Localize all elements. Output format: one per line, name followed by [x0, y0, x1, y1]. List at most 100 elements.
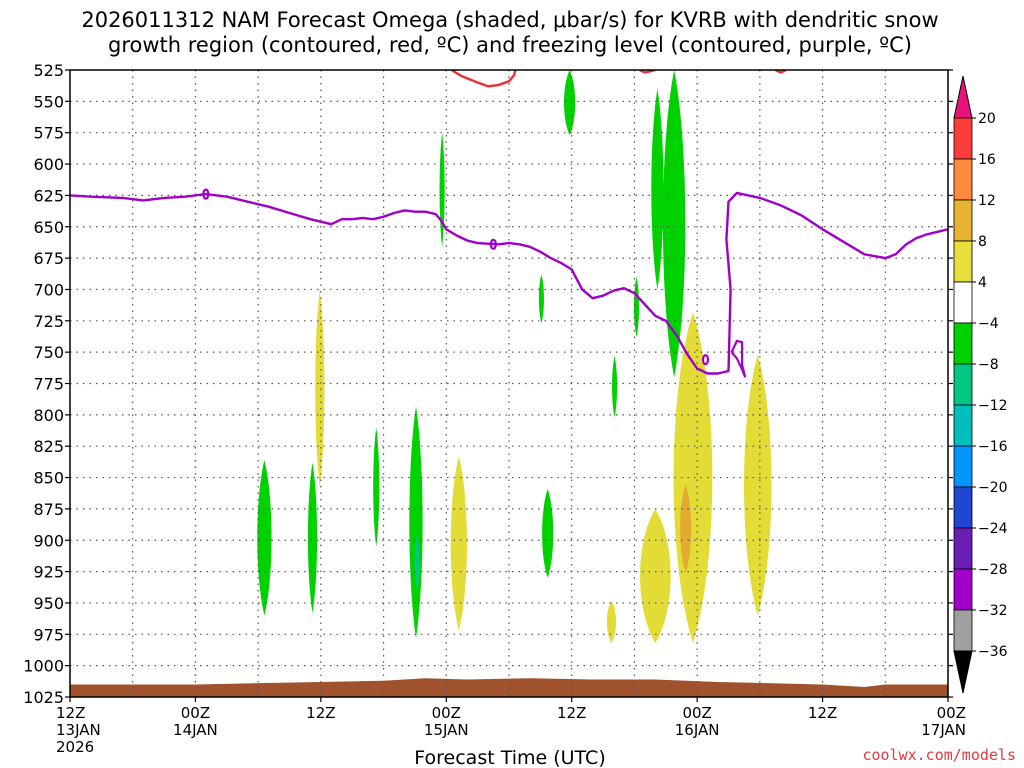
colorbar-label-2: 12: [978, 193, 996, 209]
omega-region-18: [680, 483, 692, 573]
colorbar-label-10: −24: [978, 521, 1008, 537]
omega-region-3: [409, 406, 423, 639]
omega-region-11: [651, 88, 664, 290]
freezing-level-loop-2: [701, 354, 710, 366]
omega-region-5: [439, 132, 445, 247]
colorbar-segment-0: [953, 117, 973, 160]
colorbar-segment-9: [953, 486, 973, 529]
colorbar-label-11: −28: [978, 562, 1008, 578]
y-tick-label-4: 625: [33, 186, 64, 205]
colorbar-label-3: 8: [978, 234, 987, 250]
y-tick-label-8: 725: [33, 312, 64, 331]
x-tick-year-0: 2026: [56, 738, 94, 756]
omega-region-19: [744, 354, 772, 616]
chart-title-line2: growth region (contoured, red, ºC) and f…: [108, 33, 912, 57]
y-tick-label-1: 550: [33, 92, 64, 111]
x-tick-label-4: 12Z: [557, 704, 586, 722]
x-tick-date-5: 16JAN: [675, 721, 720, 739]
x-tick-date-1: 14JAN: [173, 721, 218, 739]
colorbar-label-6: −8: [978, 357, 999, 373]
colorbar-segment-7: [953, 404, 973, 447]
freezing-level-loop-3: [730, 339, 747, 378]
colorbar-label-7: −12: [978, 398, 1008, 414]
colorbar-label-12: −32: [978, 603, 1008, 619]
x-tick-label-6: 12Z: [808, 704, 837, 722]
y-axis-ticks: 525 550 575 600 625 650 675 700 725 750 775 800 825 8…: [23, 61, 953, 707]
colorbar-label-4: 4: [978, 275, 987, 291]
freezing-level-contour: [70, 191, 948, 375]
colorbar-label-0: 20: [978, 111, 996, 127]
y-tick-label-2: 575: [33, 124, 64, 143]
x-tick-label-2: 12Z: [306, 704, 335, 722]
freezing-level-loop-0: [202, 188, 210, 200]
x-tick-label-5: 00Z: [682, 704, 711, 722]
omega-region-4: [414, 533, 420, 591]
x-tick-date-7: 17JAN: [921, 721, 966, 739]
y-tick-label-6: 675: [33, 249, 64, 268]
y-tick-label-16: 925: [33, 563, 64, 582]
omega-region-0: [257, 459, 272, 616]
colorbar-segment-4: [953, 281, 973, 324]
x-tick-date-3: 15JAN: [424, 721, 469, 739]
omega-shading: [257, 70, 772, 644]
y-tick-label-9: 750: [33, 343, 64, 362]
y-tick-label-20: 1025: [23, 688, 64, 707]
colorbar-bottom-arrow: [953, 650, 973, 694]
colorbar-segment-5: [953, 322, 973, 365]
omega-region-7: [542, 488, 554, 578]
omega-region-13: [315, 289, 325, 488]
omega-region-2: [373, 427, 380, 547]
y-tick-label-7: 700: [33, 280, 64, 299]
x-tick-label-7: 00Z: [937, 704, 966, 722]
y-tick-label-0: 525: [33, 61, 64, 80]
omega-region-15: [606, 600, 617, 644]
colorbar-label-1: 16: [978, 152, 996, 168]
colorbar-top-arrow: [953, 75, 973, 119]
colorbar-segment-1: [953, 158, 973, 201]
y-tick-label-19: 1000: [23, 657, 64, 676]
omega-region-6: [538, 274, 544, 324]
grid-lines: [70, 70, 948, 697]
x-tick-label-0: 12Z: [56, 704, 85, 722]
colorbar-label-9: −20: [978, 480, 1008, 496]
x-axis-label: Forecast Time (UTC): [414, 747, 605, 768]
colorbar: 20 16 12 8 4 −4 −8 −12 −16 −20 −24 −28 −32 −36: [953, 75, 1008, 694]
colorbar-label-8: −16: [978, 439, 1008, 455]
colorbar-segment-2: [953, 199, 973, 242]
credit-text: coolwx.com/models: [862, 746, 1016, 764]
omega-region-9: [612, 355, 618, 418]
dgz-contour-2: [774, 70, 787, 74]
chart-title-line1: 2026011312 NAM Forecast Omega (shaded, μ…: [81, 8, 938, 32]
y-tick-label-12: 825: [33, 437, 64, 456]
y-tick-label-13: 850: [33, 469, 64, 488]
omega-region-16: [640, 508, 671, 644]
y-tick-label-14: 875: [33, 500, 64, 519]
y-tick-label-11: 800: [33, 406, 64, 425]
y-tick-label-17: 950: [33, 594, 64, 613]
y-tick-label-5: 650: [33, 218, 64, 237]
x-tick-label-3: 00Z: [432, 704, 461, 722]
y-tick-label-15: 900: [33, 531, 64, 550]
x-tick-label-1: 00Z: [181, 704, 210, 722]
omega-region-10: [633, 276, 640, 338]
x-tick-date-0: 13JAN: [56, 721, 101, 739]
omega-region-1: [307, 462, 318, 613]
y-tick-label-3: 600: [33, 155, 64, 174]
colorbar-segment-8: [953, 445, 973, 488]
omega-region-14: [450, 456, 467, 631]
colorbar-segment-3: [953, 240, 973, 283]
colorbar-segment-12: [953, 609, 973, 652]
y-tick-label-18: 975: [33, 625, 64, 644]
colorbar-label-13: −36: [978, 644, 1008, 660]
y-tick-label-10: 775: [33, 375, 64, 394]
omega-region-12: [662, 70, 686, 378]
dgz-contour-0: [450, 70, 517, 88]
colorbar-segment-6: [953, 363, 973, 406]
omega-region-8: [564, 70, 576, 136]
colorbar-label-5: −4: [978, 316, 999, 332]
colorbar-segment-10: [953, 527, 973, 570]
contour-lines: [70, 70, 948, 378]
colorbar-segment-11: [953, 568, 973, 611]
freezing-level-loop-1: [489, 238, 497, 250]
